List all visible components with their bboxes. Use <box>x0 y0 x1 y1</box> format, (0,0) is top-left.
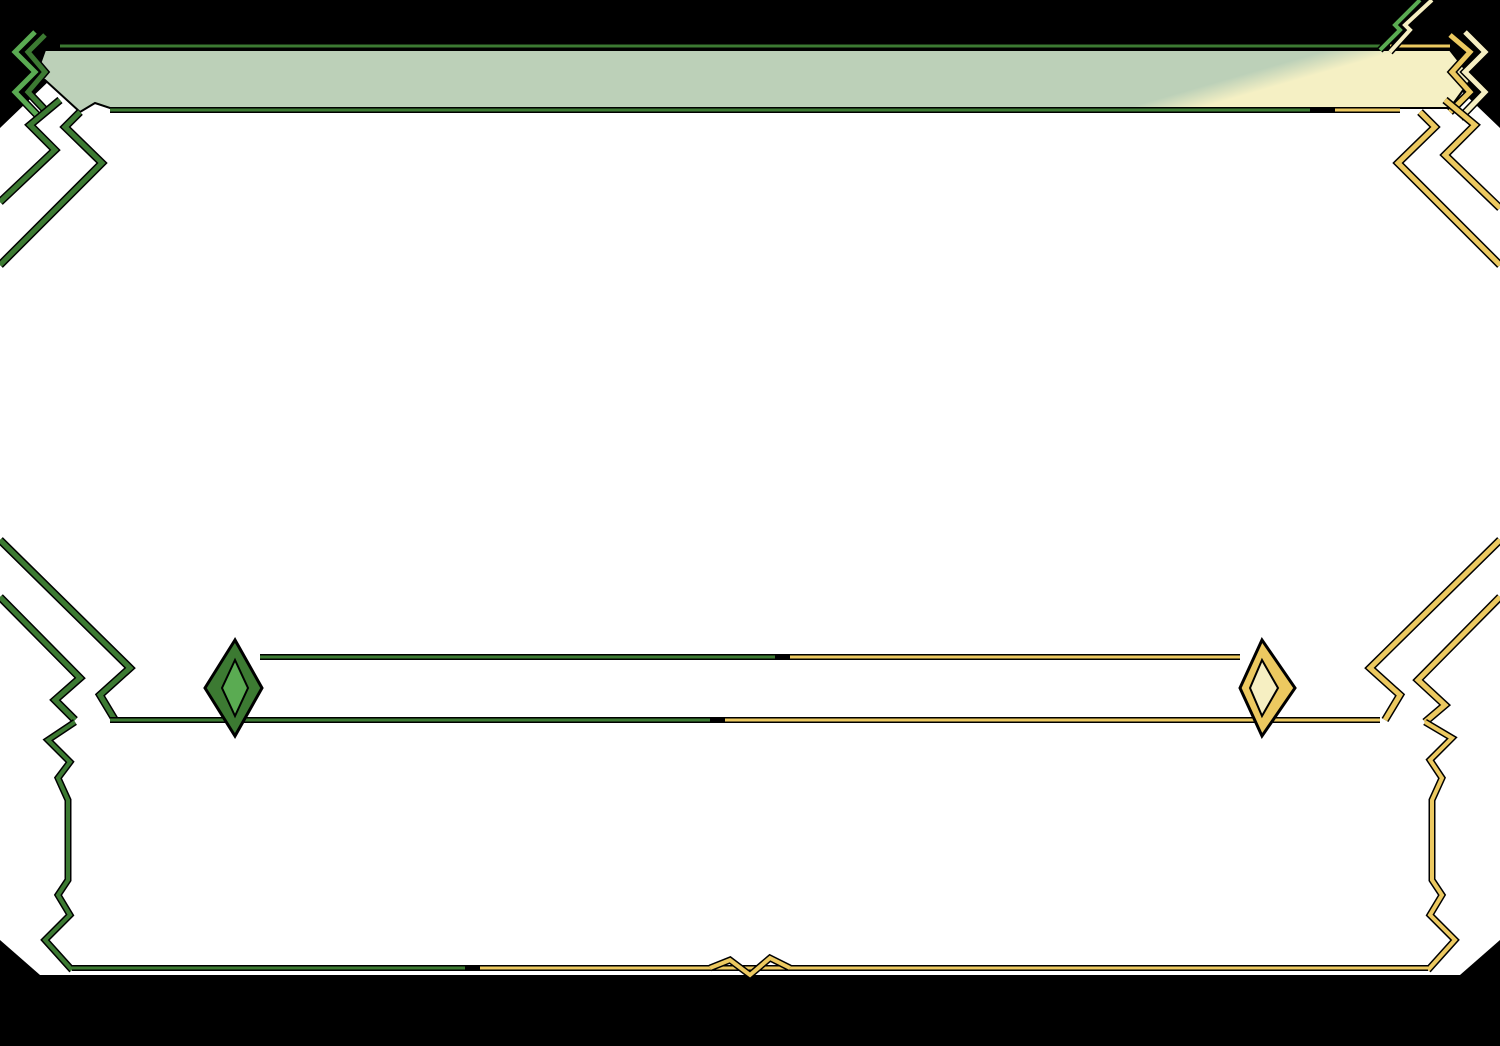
middle-bar <box>110 636 1380 740</box>
side-rails <box>0 96 1500 726</box>
diamond-ornament-left <box>203 637 264 739</box>
header-bar <box>33 0 1474 114</box>
main-panel <box>0 80 1500 975</box>
diamond-ornament-right <box>1238 636 1297 740</box>
corner-ornament-top-left <box>9 29 51 121</box>
dialog-box <box>40 718 1460 980</box>
corner-ornament-top-right <box>1446 29 1491 121</box>
